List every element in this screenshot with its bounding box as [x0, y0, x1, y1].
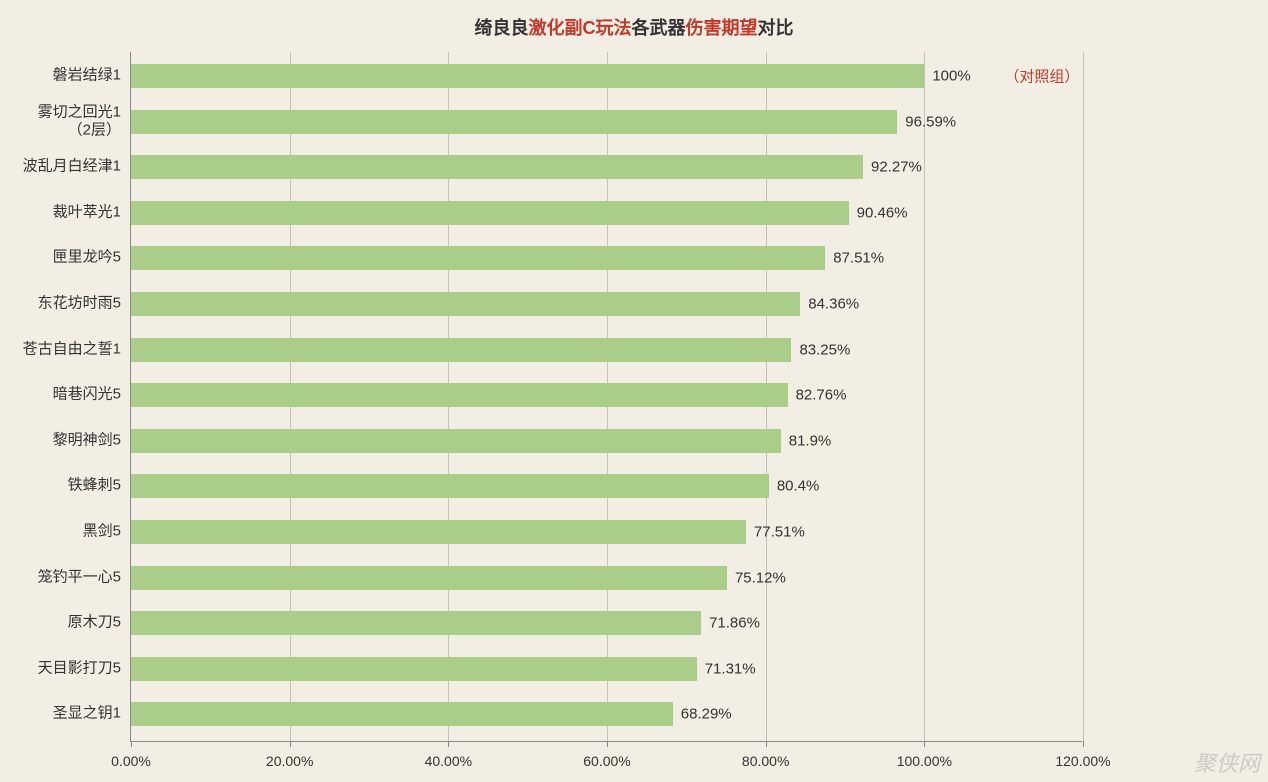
bar [131, 64, 924, 88]
x-axis-tick-label: 120.00% [1055, 753, 1110, 769]
bar [131, 383, 788, 407]
bar [131, 246, 825, 270]
bar-value-label: 68.29% [673, 706, 732, 723]
bar-row: 笼钓平一心575.12% [131, 566, 1082, 590]
title-red1: 激化副C玩法 [529, 18, 632, 38]
y-axis-label: 暗巷闪光5 [53, 386, 131, 405]
bar-value-label: 80.4% [769, 478, 820, 495]
bar-value-label: 87.51% [825, 250, 884, 267]
y-axis-label: 裁叶萃光1 [53, 203, 131, 222]
bar-value-label: 90.46% [849, 204, 908, 221]
bar-value-label: 83.25% [791, 341, 850, 358]
bar-value-label: 96.59% [897, 113, 956, 130]
y-axis-label: 东花坊时雨5 [38, 295, 131, 314]
bar-value-label: 82.76% [788, 387, 847, 404]
bar-value-label: 92.27% [863, 159, 922, 176]
bar-value-label: 71.31% [697, 660, 756, 677]
bar-row: 暗巷闪光582.76% [131, 383, 1082, 407]
bar-value-label: 100% [924, 68, 970, 85]
bar-row: 原木刀571.86% [131, 611, 1082, 635]
y-axis-label: 黎明神剑5 [53, 431, 131, 450]
bar-value-label: 77.51% [746, 524, 805, 541]
x-axis-tick-label: 20.00% [266, 753, 313, 769]
xtick-mark [924, 741, 925, 747]
bar-value-label: 71.86% [701, 615, 760, 632]
xtick-mark [766, 741, 767, 747]
bar-row: 苍古自由之誓183.25% [131, 338, 1082, 362]
bar [131, 338, 791, 362]
bar [131, 657, 697, 681]
bar-row: 铁蜂刺580.4% [131, 474, 1082, 498]
bar-row: 雾切之回光1（2层）96.59% [131, 110, 1082, 134]
watermark: 聚侠网 [1194, 746, 1260, 778]
y-axis-label: 原木刀5 [68, 614, 131, 633]
y-axis-label: 笼钓平一心5 [38, 568, 131, 587]
bar-value-label: 84.36% [800, 296, 859, 313]
xtick-mark [1083, 741, 1084, 747]
bar-value-label: 75.12% [727, 569, 786, 586]
bar-row: 裁叶萃光190.46% [131, 201, 1082, 225]
bar-row: 天目影打刀571.31% [131, 657, 1082, 681]
chart-title: 绮良良激化副C玩法各武器伤害期望对比 [0, 0, 1268, 48]
y-axis-label: 铁蜂刺5 [68, 477, 131, 496]
xtick-mark [607, 741, 608, 747]
bar-row: 黎明神剑581.9% [131, 429, 1082, 453]
x-axis-tick-label: 80.00% [742, 753, 789, 769]
title-mid: 各武器 [632, 18, 686, 38]
y-axis-label: 波乱月白经津1 [23, 158, 131, 177]
xtick-mark [131, 741, 132, 747]
bar-row: 圣显之钥168.29% [131, 702, 1082, 726]
title-red2: 伤害期望 [686, 18, 758, 38]
x-axis-tick-label: 60.00% [583, 753, 630, 769]
bar-value-label: 81.9% [781, 432, 832, 449]
x-axis-tick-label: 0.00% [111, 753, 151, 769]
title-post: 对比 [758, 18, 794, 38]
bar-row: 匣里龙吟587.51% [131, 246, 1082, 270]
y-axis-label: 黑剑5 [83, 523, 131, 542]
bar [131, 474, 769, 498]
bar [131, 520, 746, 544]
x-axis-tick-label: 100.00% [897, 753, 952, 769]
bar [131, 292, 800, 316]
bar [131, 429, 781, 453]
chart-container: 0.00%20.00%40.00%60.00%80.00%100.00%120.… [130, 52, 1130, 742]
reference-group-label: （对照组） [1004, 66, 1079, 87]
y-axis-label: 磐岩结绿1 [53, 67, 131, 86]
bar [131, 566, 727, 590]
x-axis-tick-label: 40.00% [425, 753, 472, 769]
bar [131, 110, 897, 134]
y-axis-label: 天目影打刀5 [38, 659, 131, 678]
bar-row: 磐岩结绿1100%（对照组） [131, 64, 1082, 88]
plot-area: 0.00%20.00%40.00%60.00%80.00%100.00%120.… [130, 52, 1082, 742]
bar-row: 黑剑577.51% [131, 520, 1082, 544]
y-axis-label: 雾切之回光1（2层） [38, 103, 131, 141]
bar-row: 东花坊时雨584.36% [131, 292, 1082, 316]
bar [131, 611, 701, 635]
y-axis-label: 匣里龙吟5 [53, 249, 131, 268]
y-axis-label: 圣显之钥1 [53, 705, 131, 724]
xtick-mark [290, 741, 291, 747]
bar [131, 702, 673, 726]
bar-row: 波乱月白经津192.27% [131, 155, 1082, 179]
y-axis-label: 苍古自由之誓1 [23, 340, 131, 359]
bar [131, 155, 863, 179]
gridline [1083, 52, 1084, 741]
bar [131, 201, 849, 225]
xtick-mark [448, 741, 449, 747]
title-pre: 绮良良 [475, 18, 529, 38]
